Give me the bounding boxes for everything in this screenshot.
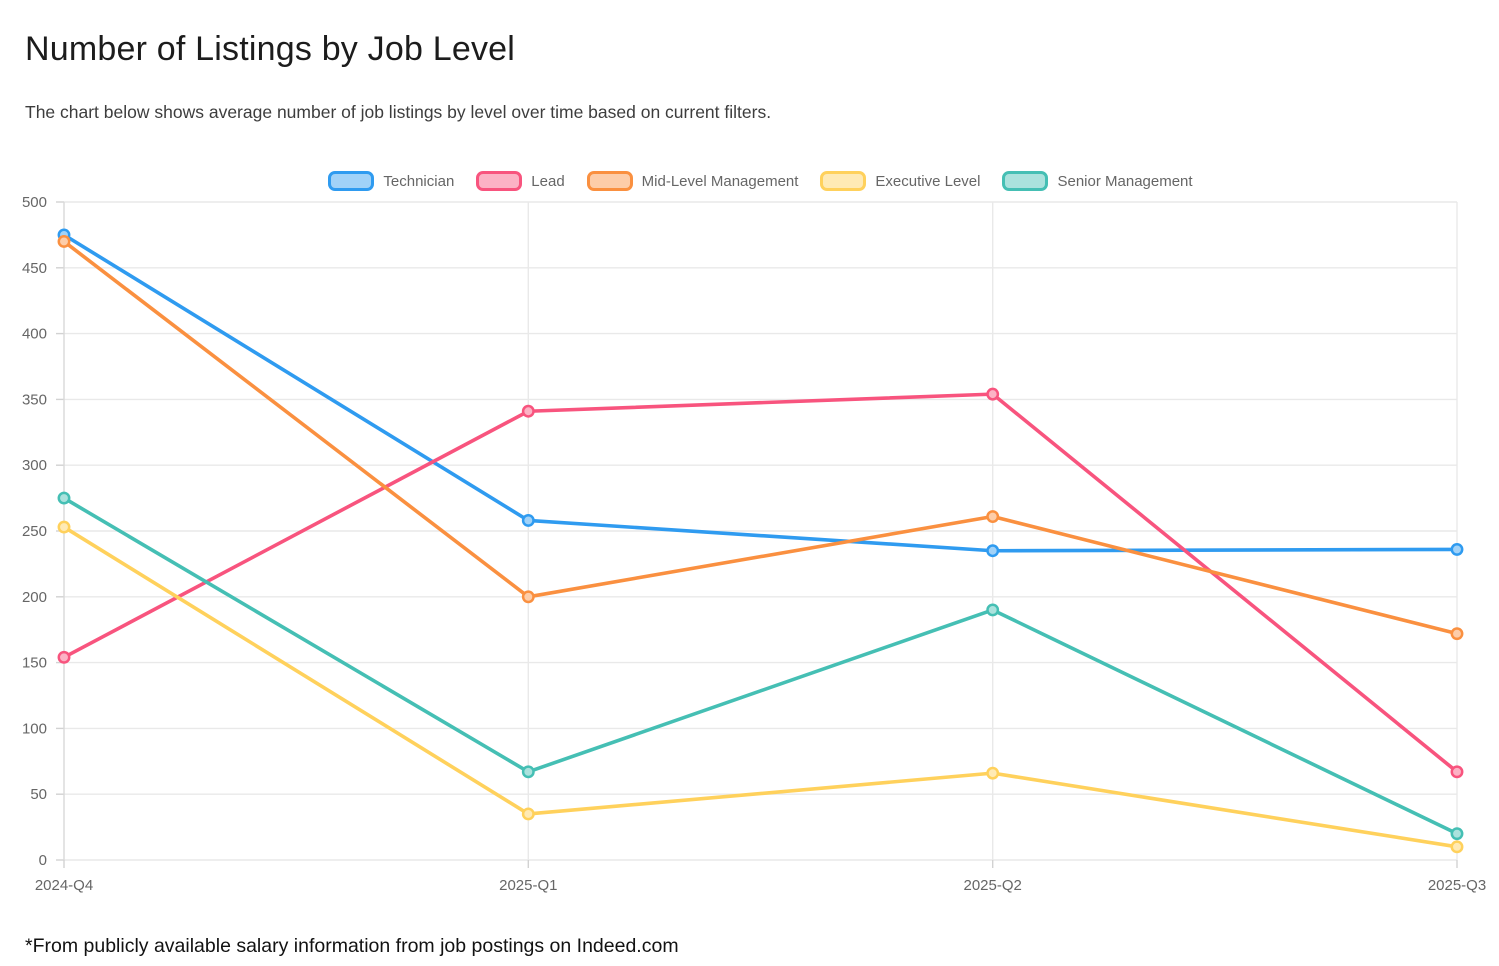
x-tick-label: 2025-Q3 — [1428, 877, 1486, 894]
point-senior-management-2025-Q2[interactable] — [986, 603, 1000, 617]
y-tick-label: 50 — [30, 786, 47, 803]
series-senior-management — [57, 491, 1464, 841]
point-executive-level-2025-Q1[interactable] — [521, 807, 535, 821]
y-tick-label: 250 — [22, 523, 47, 540]
point-mid-level-management-2025-Q3[interactable] — [1450, 627, 1464, 641]
point-lead-2025-Q2[interactable] — [986, 387, 1000, 401]
legend-swatch-lead — [476, 171, 523, 191]
series-line-technician — [62, 233, 1459, 553]
series-line-mid-level-management — [62, 239, 1459, 636]
y-tick-label: 450 — [22, 260, 47, 277]
y-tick-label: 0 — [39, 852, 47, 869]
legend-swatch-executive-level — [820, 171, 867, 191]
chart-legend: Technician Lead Mid-Level Management Execut… — [64, 171, 1457, 191]
point-executive-level-2025-Q3[interactable] — [1450, 840, 1464, 854]
legend-swatch-senior-management — [1002, 171, 1049, 191]
series-lead — [57, 387, 1464, 779]
legend-label: Technician — [383, 172, 455, 190]
series-line-senior-management — [62, 496, 1459, 836]
legend-item-executive-level[interactable]: Executive Level — [820, 171, 980, 191]
series-mid-level-management — [57, 235, 1464, 641]
series-executive-level — [57, 520, 1464, 854]
legend-item-mid-level-management[interactable]: Mid-Level Management — [586, 171, 799, 191]
x-tick-label: 2024-Q4 — [35, 877, 93, 894]
y-tick-label: 300 — [22, 457, 47, 474]
series-line-executive-level — [62, 525, 1459, 849]
point-senior-management-2025-Q3[interactable] — [1450, 827, 1464, 841]
point-executive-level-2025-Q2[interactable] — [986, 766, 1000, 780]
point-lead-2024-Q4[interactable] — [57, 650, 71, 664]
point-lead-2025-Q3[interactable] — [1450, 765, 1464, 779]
point-technician-2025-Q2[interactable] — [986, 544, 1000, 558]
legend-item-senior-management[interactable]: Senior Management — [1002, 171, 1193, 191]
point-lead-2025-Q1[interactable] — [521, 404, 535, 418]
legend-swatch-technician — [328, 171, 375, 191]
y-tick-label: 500 — [22, 194, 47, 211]
series-line-lead — [62, 392, 1459, 774]
legend-label: Mid-Level Management — [641, 172, 799, 190]
point-technician-2025-Q3[interactable] — [1450, 542, 1464, 556]
legend-item-technician[interactable]: Technician — [328, 171, 454, 191]
y-tick-label: 350 — [22, 391, 47, 408]
footnote: *From publicly available salary informat… — [25, 935, 679, 957]
x-tick-label: 2025-Q1 — [499, 877, 557, 894]
point-technician-2025-Q1[interactable] — [521, 514, 535, 527]
legend-item-lead[interactable]: Lead — [476, 171, 565, 191]
y-grid: 0 50 100 150 200 250 300 350 400 450 500 — [22, 194, 1457, 869]
point-mid-level-management-2025-Q1[interactable] — [521, 590, 535, 604]
legend-label: Senior Management — [1057, 172, 1193, 190]
series-technician — [57, 228, 1464, 558]
point-senior-management-2025-Q1[interactable] — [521, 765, 535, 779]
page-title: Number of Listings by Job Level — [25, 30, 516, 68]
y-tick-label: 150 — [22, 655, 47, 672]
y-tick-label: 200 — [22, 589, 47, 606]
legend-label: Executive Level — [875, 172, 981, 190]
point-senior-management-2024-Q4[interactable] — [57, 491, 71, 505]
point-mid-level-management-2025-Q2[interactable] — [986, 510, 1000, 523]
x-tick-label: 2025-Q2 — [964, 877, 1022, 894]
legend-label: Lead — [531, 172, 565, 190]
x-grid: 2024-Q4 2025-Q1 2025-Q2 2025-Q3 — [35, 202, 1486, 894]
y-tick-label: 100 — [22, 720, 47, 737]
legend-swatch-mid-level-management — [586, 171, 633, 191]
page-subtitle: The chart below shows average number of … — [25, 102, 772, 122]
y-tick-label: 400 — [22, 326, 47, 343]
point-executive-level-2024-Q4[interactable] — [57, 520, 71, 534]
point-mid-level-management-2024-Q4[interactable] — [57, 235, 71, 248]
